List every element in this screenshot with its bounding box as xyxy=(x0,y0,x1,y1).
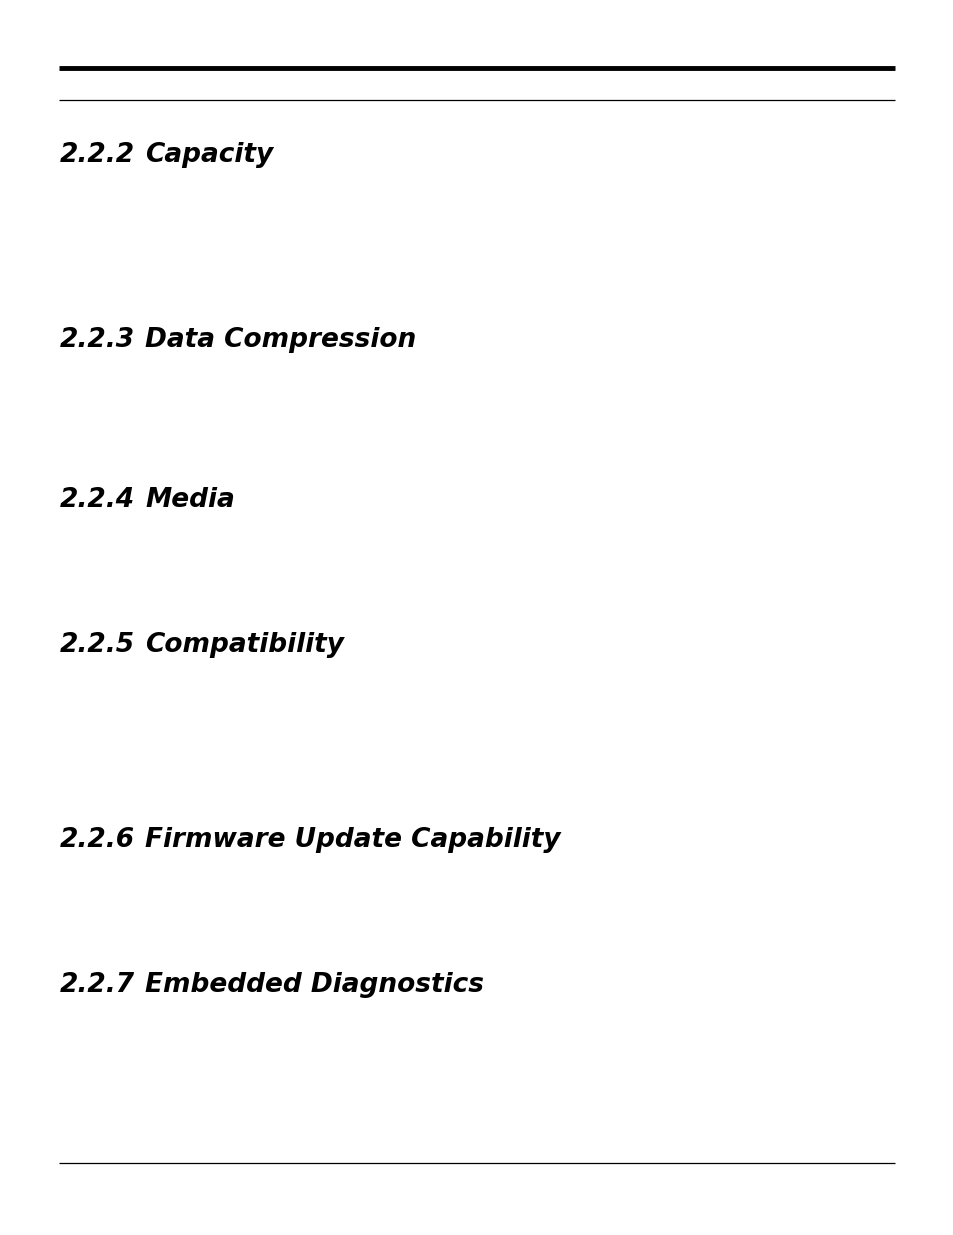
Text: Media: Media xyxy=(145,487,234,513)
Text: 2.2.3: 2.2.3 xyxy=(60,327,135,353)
Text: Data Compression: Data Compression xyxy=(145,327,416,353)
Text: 2.2.5: 2.2.5 xyxy=(60,632,135,658)
Text: 2.2.7: 2.2.7 xyxy=(60,972,135,998)
Text: Embedded Diagnostics: Embedded Diagnostics xyxy=(145,972,483,998)
Text: 2.2.4: 2.2.4 xyxy=(60,487,135,513)
Text: 2.2.2: 2.2.2 xyxy=(60,142,135,168)
Text: Capacity: Capacity xyxy=(145,142,273,168)
Text: Compatibility: Compatibility xyxy=(145,632,344,658)
Text: Firmware Update Capability: Firmware Update Capability xyxy=(145,827,560,853)
Text: 2.2.6: 2.2.6 xyxy=(60,827,135,853)
